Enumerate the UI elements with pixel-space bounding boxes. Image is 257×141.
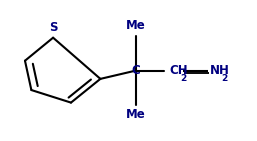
Text: C: C xyxy=(132,64,141,77)
Text: 2: 2 xyxy=(180,74,187,83)
Text: NH: NH xyxy=(210,64,230,77)
Text: CH: CH xyxy=(169,64,188,77)
Text: S: S xyxy=(49,21,57,34)
Text: Me: Me xyxy=(126,108,146,121)
Text: Me: Me xyxy=(126,19,146,32)
Text: 2: 2 xyxy=(221,74,227,83)
